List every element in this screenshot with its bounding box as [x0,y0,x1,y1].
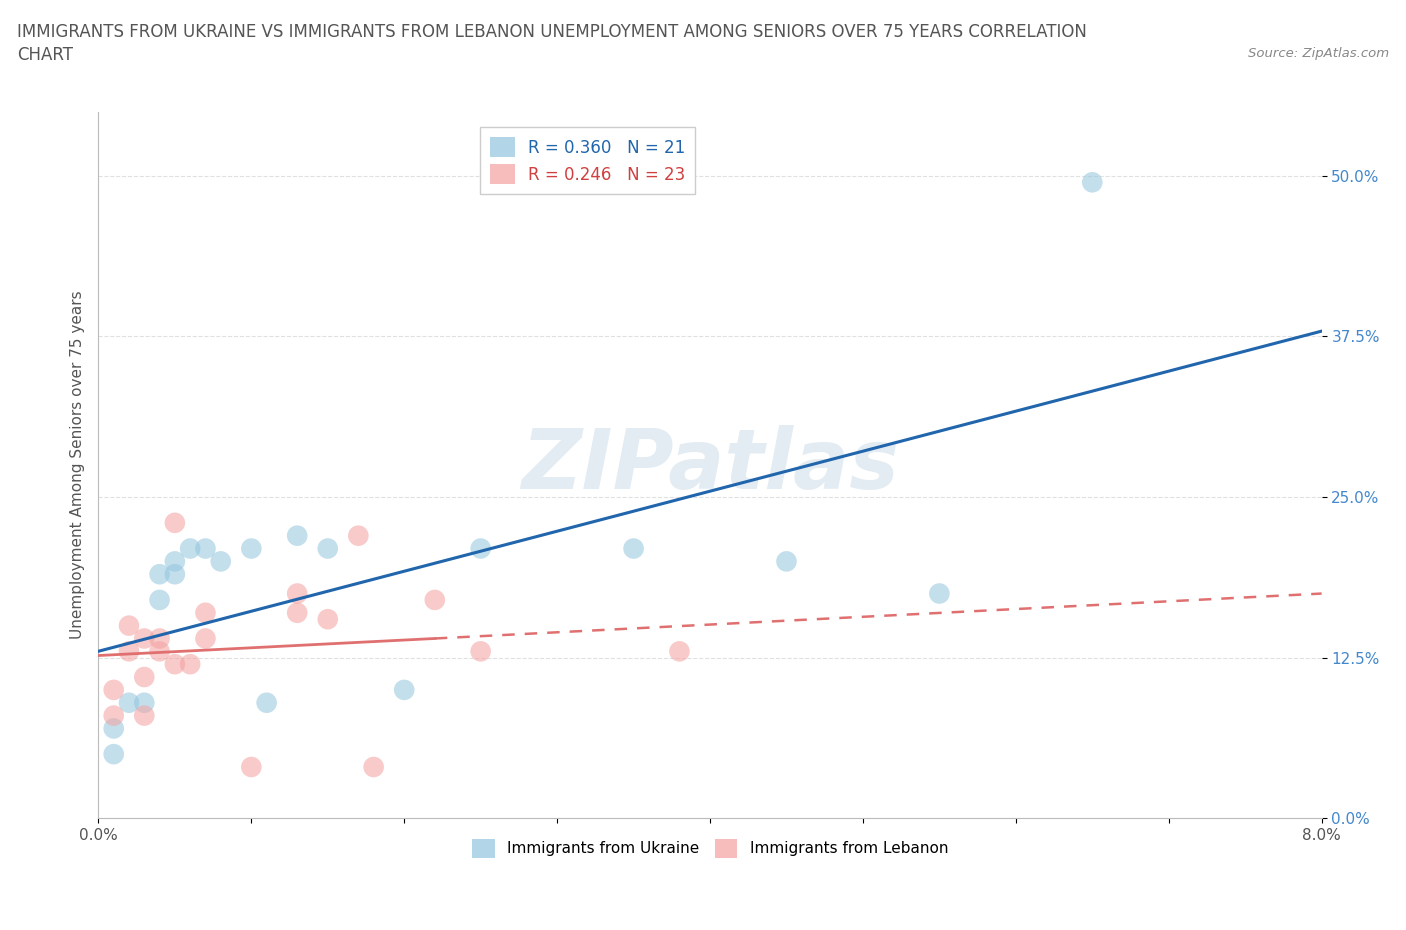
Point [194,541,217,556]
Point [163,554,186,569]
Point [240,541,263,556]
Point [103,708,125,723]
Point [240,760,263,775]
Point [149,644,172,658]
Point [392,683,416,698]
Point [103,683,125,698]
Point [118,618,141,633]
Point [118,644,141,658]
Point [149,566,172,581]
Point [285,528,308,543]
Point [194,631,217,646]
Text: CHART: CHART [17,46,73,64]
Point [928,586,950,601]
Point [134,708,156,723]
Point [163,657,186,671]
Text: Source: ZipAtlas.com: Source: ZipAtlas.com [1249,46,1389,60]
Point [103,747,125,762]
Point [363,760,385,775]
Point [209,554,232,569]
Text: IMMIGRANTS FROM UKRAINE VS IMMIGRANTS FROM LEBANON UNEMPLOYMENT AMONG SENIORS OV: IMMIGRANTS FROM UKRAINE VS IMMIGRANTS FR… [17,23,1087,41]
Point [134,670,156,684]
Point [347,528,370,543]
Point [194,605,217,620]
Point [470,644,492,658]
Point [1081,175,1104,190]
Point [179,541,201,556]
Point [316,612,339,627]
Point [179,657,201,671]
Point [285,586,308,601]
Point [623,541,645,556]
Point [149,631,172,646]
Point [163,515,186,530]
Point [316,541,339,556]
Point [163,566,186,581]
Point [256,696,278,711]
Point [103,721,125,736]
Point [668,644,690,658]
Point [149,592,172,607]
Point [285,605,308,620]
Text: ZIPatlas: ZIPatlas [522,424,898,506]
Point [134,631,156,646]
Y-axis label: Unemployment Among Seniors over 75 years: Unemployment Among Seniors over 75 years [69,291,84,639]
Point [423,592,446,607]
Point [118,696,141,711]
Point [470,541,492,556]
Point [775,554,797,569]
Legend: Immigrants from Ukraine, Immigrants from Lebanon: Immigrants from Ukraine, Immigrants from… [465,833,955,864]
Point [134,696,156,711]
